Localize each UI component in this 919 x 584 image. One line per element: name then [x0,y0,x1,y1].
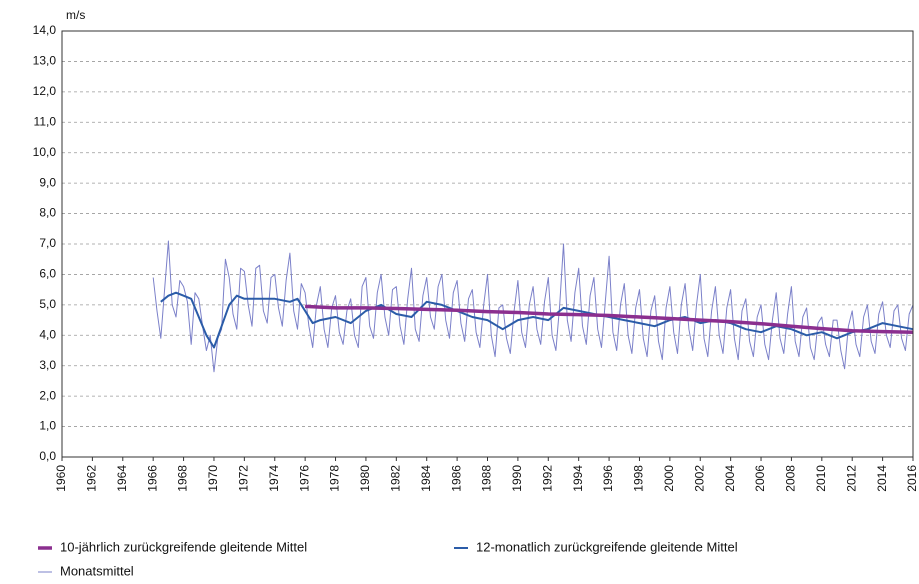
x-tick-label: 1974 [267,465,281,492]
y-tick-label: 14,0 [33,23,57,37]
series-line [160,291,914,349]
x-tick-label: 2002 [692,465,706,492]
legend-label: 10-jährlich zurückgreifende gleitende Mi… [60,539,307,554]
y-tick-label: 0,0 [39,449,56,463]
x-tick-label: 2000 [662,465,676,492]
y-tick-label: 7,0 [39,236,56,250]
x-tick-label: 2014 [875,465,889,492]
y-tick-label: 12,0 [33,84,57,98]
x-tick-label: 1998 [632,465,646,492]
x-tick-label: 1988 [480,465,494,492]
x-tick-label: 2012 [844,465,858,492]
legend-label: 12-monatlich zurückgreifende gleitende M… [476,539,738,554]
x-tick-label: 1994 [571,465,585,492]
series-line [305,304,914,334]
y-tick-label: 6,0 [39,267,56,281]
y-tick-label: 3,0 [39,358,56,372]
x-tick-label: 1980 [358,465,372,492]
x-tick-label: 1978 [328,465,342,492]
y-tick-label: 1,0 [39,419,56,433]
x-tick-label: 1970 [206,465,220,492]
x-tick-label: 1990 [510,465,524,492]
x-tick-label: 1992 [540,465,554,492]
x-tick-label: 2006 [753,465,767,492]
y-tick-label: 4,0 [39,327,56,341]
y-tick-label: 5,0 [39,297,56,311]
y-tick-label: 11,0 [34,114,57,128]
x-tick-label: 1984 [419,465,433,492]
x-tick-label: 2010 [814,465,828,492]
x-tick-label: 1962 [85,465,99,492]
x-tick-label: 1986 [449,465,463,492]
x-tick-label: 1996 [601,465,615,492]
x-tick-label: 1968 [176,465,190,492]
y-tick-label: 9,0 [39,175,56,189]
y-unit: m/s [66,8,85,22]
x-tick-label: 2016 [905,465,919,492]
x-tick-label: 2004 [723,465,737,492]
x-tick-label: 1964 [115,465,129,492]
y-tick-label: 2,0 [39,388,56,402]
y-tick-label: 8,0 [39,206,56,220]
x-tick-label: 1960 [54,465,68,492]
x-tick-label: 2008 [784,465,798,492]
series-line [152,240,914,373]
y-tick-label: 13,0 [33,54,57,68]
x-tick-label: 1972 [237,465,251,492]
x-tick-label: 1976 [297,465,311,492]
y-tick-label: 10,0 [33,145,57,159]
legend-label: Monatsmittel [60,563,134,578]
x-tick-label: 1982 [388,465,402,492]
x-tick-label: 1966 [145,465,159,492]
